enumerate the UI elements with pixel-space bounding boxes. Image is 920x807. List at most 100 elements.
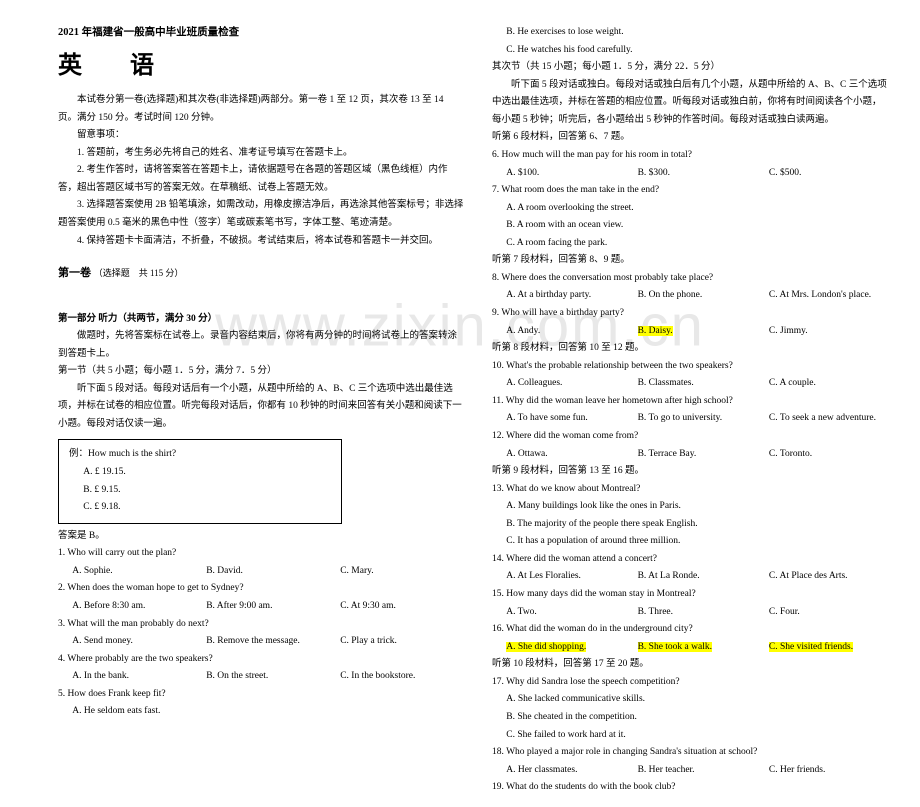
notice-label: 留意事项： — [58, 127, 464, 145]
q2-c: C. At 9:30 am. — [326, 598, 460, 616]
sec1-title: 第一节（共 5 小题；每小题 1．5 分，满分 7．5 分） — [58, 363, 464, 381]
q3-text: 3. What will the man probably do next? — [58, 616, 464, 634]
example-q: 例：How much is the shirt? — [69, 446, 331, 464]
q5-text: 5. How does Frank keep fit? — [58, 686, 464, 704]
q2-b: B. After 9:00 am. — [192, 598, 326, 616]
mat8: 听第 8 段材料，回答第 10 至 12 题。 — [492, 340, 890, 358]
q3: 3. What will the man probably do next? A… — [58, 616, 464, 651]
q7-b: B. A room with an ocean view. — [492, 217, 890, 235]
q10: 10. What's the probable relationship bet… — [492, 358, 890, 393]
q9-b-hl: B. Daisy. — [638, 326, 673, 336]
q16-a: A. She did shopping. — [492, 639, 623, 657]
q14: 14. Where did the woman attend a concert… — [492, 551, 890, 586]
q13-b: B. The majority of the people there spea… — [492, 516, 890, 534]
q11-b: B. To go to university. — [623, 410, 754, 428]
q17-b: B. She cheated in the competition. — [492, 709, 890, 727]
q15-a: A. Two. — [492, 604, 623, 622]
left-column: 2021 年福建省一般高中毕业班质量检查 英 语 本试卷分第一卷(选择题)和其次… — [58, 24, 464, 797]
q11-a: A. To have some fun. — [492, 410, 623, 428]
listening-part-title: 第一部分 听力（共两节，满分 30 分） — [58, 310, 464, 324]
q18-text: 18. Who played a major role in changing … — [492, 744, 890, 762]
q12-c: C. Toronto. — [755, 446, 886, 464]
listening-instr1: 做题时，先将答案标在试卷上。录音内容结束后，你将有两分钟的时间将试卷上的答案转涂… — [58, 328, 464, 363]
q10-c: C. A couple. — [755, 375, 886, 393]
q3-b: B. Remove the message. — [192, 633, 326, 651]
q5-a: A. He seldom eats fast. — [58, 703, 192, 721]
q4-text: 4. Where probably are the two speakers? — [58, 651, 464, 669]
q13-a: A. Many buildings look like the ones in … — [492, 498, 890, 516]
q6-b: B. $300. — [623, 165, 754, 183]
q15-text: 15. How many days did the woman stay in … — [492, 586, 890, 604]
q8: 8. Where does the conversation most prob… — [492, 270, 890, 305]
q4-c: C. In the bookstore. — [326, 668, 460, 686]
q13-c: C. It has a population of around three m… — [492, 533, 890, 551]
q9-text: 9. Who will have a birthday party? — [492, 305, 890, 323]
q5-b: B. He exercises to lose weight. — [492, 24, 890, 42]
sec2-title: 其次节（共 15 小题；每小题 1．5 分，满分 22．5 分） — [492, 59, 890, 77]
q8-c: C. At Mrs. London's place. — [755, 287, 886, 305]
q7-a: A. A room overlooking the street. — [492, 200, 890, 218]
section1-main: 第一卷 — [58, 267, 91, 279]
subject-title: 英 语 — [58, 45, 464, 80]
q12-text: 12. Where did the woman come from? — [492, 428, 890, 446]
mat9: 听第 9 段材料，回答第 13 至 16 题。 — [492, 463, 890, 481]
q17: 17. Why did Sandra lose the speech compe… — [492, 674, 890, 744]
q5-c: C. He watches his food carefully. — [492, 42, 890, 60]
q15-b: B. Three. — [623, 604, 754, 622]
q12-a: A. Ottawa. — [492, 446, 623, 464]
q1-c: C. Mary. — [326, 563, 460, 581]
q4: 4. Where probably are the two speakers? … — [58, 651, 464, 686]
mat10: 听第 10 段材料，回答第 17 至 20 题。 — [492, 656, 890, 674]
q16-c: C. She visited friends. — [755, 639, 886, 657]
section1-title: 第一卷 （选择题 共 115 分） — [58, 264, 464, 280]
q1-text: 1. Who will carry out the plan? — [58, 545, 464, 563]
q4-a: A. In the bank. — [58, 668, 192, 686]
notice-4: 4. 保持答题卡卡面清洁，不折叠，不破损。考试结束后，将本试卷和答题卡一并交回。 — [58, 233, 464, 251]
q14-text: 14. Where did the woman attend a concert… — [492, 551, 890, 569]
q11: 11. Why did the woman leave her hometown… — [492, 393, 890, 428]
q6-text: 6. How much will the man pay for his roo… — [492, 147, 890, 165]
q9-a: A. Andy. — [492, 323, 623, 341]
q8-text: 8. Where does the conversation most prob… — [492, 270, 890, 288]
q2-a: A. Before 8:30 am. — [58, 598, 192, 616]
q16-c-hl: C. She visited friends. — [769, 642, 853, 652]
mat7: 听第 7 段材料，回答第 8、9 题。 — [492, 252, 890, 270]
q15: 15. How many days did the woman stay in … — [492, 586, 890, 621]
example-c: C. £ 9.18. — [69, 499, 331, 517]
q18: 18. Who played a major role in changing … — [492, 744, 890, 779]
q14-c: C. At Place des Arts. — [755, 568, 886, 586]
q9-c: C. Jimmy. — [755, 323, 886, 341]
q11-c: C. To seek a new adventure. — [755, 410, 886, 428]
q16-b-hl: B. She took a walk. — [638, 642, 712, 652]
example-ans: 答案是 B。 — [58, 528, 464, 546]
intro-p1: 本试卷分第一卷(选择题)和其次卷(非选择题)两部分。第一卷 1 至 12 页，其… — [58, 92, 464, 127]
section1-sub: （选择题 共 115 分） — [94, 268, 184, 278]
q2: 2. When does the woman hope to get to Sy… — [58, 580, 464, 615]
q14-b: B. At La Ronde. — [623, 568, 754, 586]
notice-2: 2. 考生作答时，请将答案答在答题卡上，请依据题号在各题的答题区域（黑色线框）内… — [58, 162, 464, 197]
q16-text: 16. What did the woman do in the undergr… — [492, 621, 890, 639]
q12: 12. Where did the woman come from? A. Ot… — [492, 428, 890, 463]
q10-a: A. Colleagues. — [492, 375, 623, 393]
q10-b: B. Classmates. — [623, 375, 754, 393]
q9: 9. Who will have a birthday party? A. An… — [492, 305, 890, 340]
mat6: 听第 6 段材料，回答第 6、7 题。 — [492, 129, 890, 147]
q17-text: 17. Why did Sandra lose the speech compe… — [492, 674, 890, 692]
sec1-instr: 听下面 5 段对话。每段对话后有一个小题，从题中所给的 A、B、C 三个选项中选… — [58, 381, 464, 434]
q18-c: C. Her friends. — [755, 762, 886, 780]
q4-b: B. On the street. — [192, 668, 326, 686]
q13-text: 13. What do we know about Montreal? — [492, 481, 890, 499]
example-a: A. £ 19.15. — [69, 464, 331, 482]
q14-a: A. At Les Floralies. — [492, 568, 623, 586]
q17-a: A. She lacked communicative skills. — [492, 691, 890, 709]
q7-c: C. A room facing the park. — [492, 235, 890, 253]
q6: 6. How much will the man pay for his roo… — [492, 147, 890, 182]
q8-b: B. On the phone. — [623, 287, 754, 305]
exam-header: 2021 年福建省一般高中毕业班质量检查 — [58, 24, 464, 39]
q6-a: A. $100. — [492, 165, 623, 183]
example-box: 例：How much is the shirt? A. £ 19.15. B. … — [58, 439, 342, 523]
sec2-instr: 听下面 5 段对话或独白。每段对话或独白后有几个小题，从题中所给的 A、B、C … — [492, 77, 890, 130]
q1-a: A. Sophie. — [58, 563, 192, 581]
q13: 13. What do we know about Montreal? A. M… — [492, 481, 890, 551]
q5: 5. How does Frank keep fit? A. He seldom… — [58, 686, 464, 721]
